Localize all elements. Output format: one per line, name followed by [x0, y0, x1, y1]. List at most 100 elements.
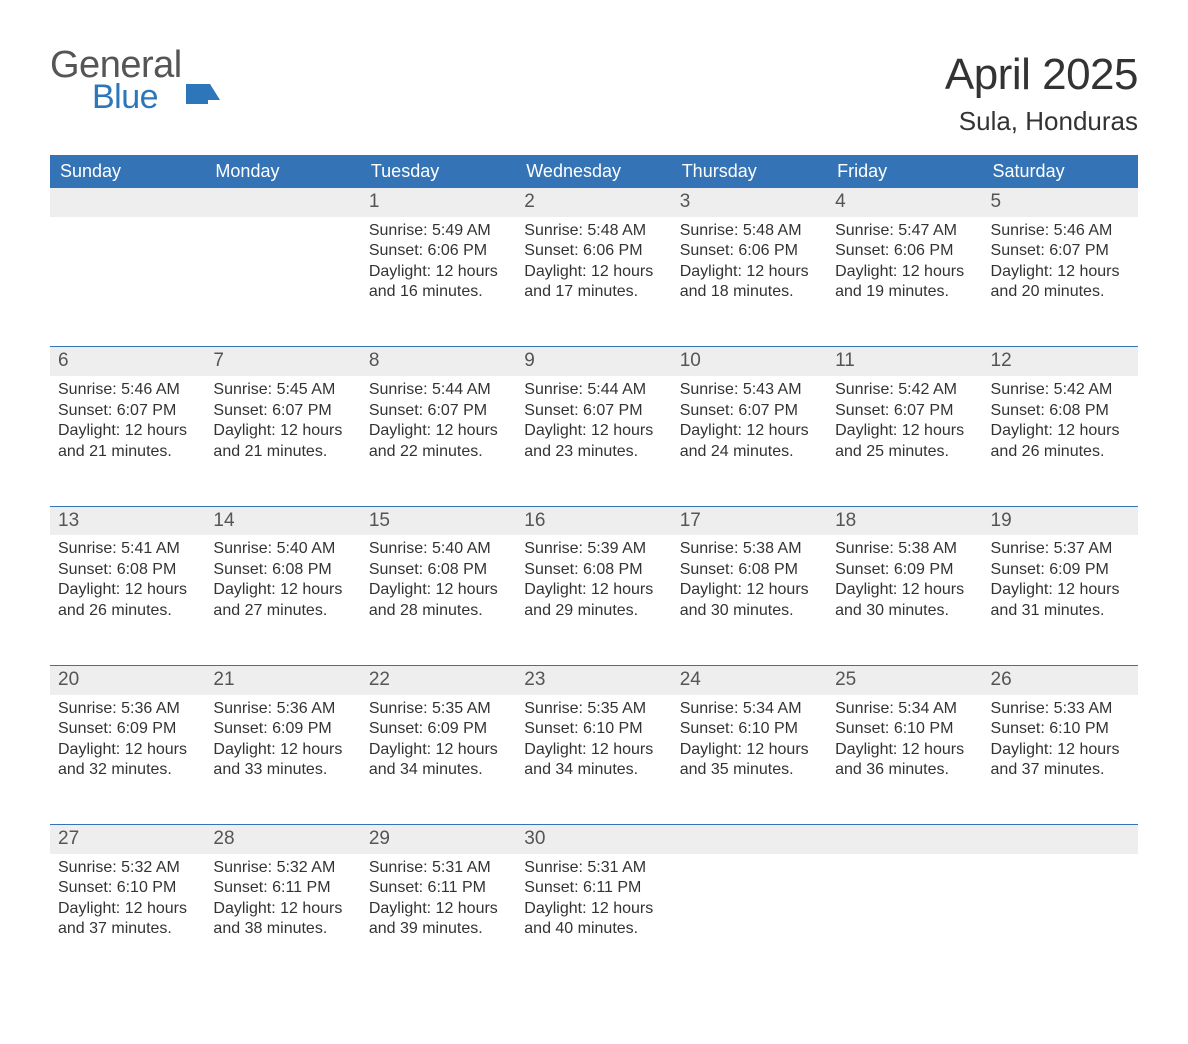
daylight-line: Daylight: 12 hours and 40 minutes.	[524, 899, 663, 940]
day-cell: Sunrise: 5:44 AMSunset: 6:07 PMDaylight:…	[516, 376, 671, 474]
day-header: Monday	[205, 155, 360, 188]
sunrise-line: Sunrise: 5:34 AM	[835, 699, 974, 719]
day-cell: Sunrise: 5:42 AMSunset: 6:07 PMDaylight:…	[827, 376, 982, 474]
daylight-line: Daylight: 12 hours and 24 minutes.	[680, 421, 819, 462]
day-number-row: 6789101112	[50, 347, 1138, 376]
sunset-line: Sunset: 6:07 PM	[369, 401, 508, 421]
sunrise-line: Sunrise: 5:32 AM	[58, 858, 197, 878]
sunset-line: Sunset: 6:07 PM	[58, 401, 197, 421]
day-number: 30	[516, 825, 671, 854]
sunrise-line: Sunrise: 5:43 AM	[680, 380, 819, 400]
sunset-line: Sunset: 6:09 PM	[213, 719, 352, 739]
month-title: April 2025	[945, 50, 1138, 100]
day-cell: Sunrise: 5:45 AMSunset: 6:07 PMDaylight:…	[205, 376, 360, 474]
sunrise-line: Sunrise: 5:36 AM	[213, 699, 352, 719]
day-number-empty	[672, 825, 827, 854]
sunrise-line: Sunrise: 5:46 AM	[991, 221, 1130, 241]
day-number: 3	[672, 188, 827, 217]
sunset-line: Sunset: 6:11 PM	[524, 878, 663, 898]
daylight-line: Daylight: 12 hours and 16 minutes.	[369, 262, 508, 303]
day-cell: Sunrise: 5:46 AMSunset: 6:07 PMDaylight:…	[983, 217, 1138, 315]
sunset-line: Sunset: 6:08 PM	[524, 560, 663, 580]
day-number-empty	[983, 825, 1138, 854]
day-number: 26	[983, 666, 1138, 695]
daylight-line: Daylight: 12 hours and 31 minutes.	[991, 580, 1130, 621]
sunset-line: Sunset: 6:09 PM	[991, 560, 1130, 580]
sunrise-line: Sunrise: 5:48 AM	[524, 221, 663, 241]
day-body-row: Sunrise: 5:32 AMSunset: 6:10 PMDaylight:…	[50, 854, 1138, 984]
location-label: Sula, Honduras	[945, 106, 1138, 137]
sunset-line: Sunset: 6:08 PM	[369, 560, 508, 580]
day-cell: Sunrise: 5:49 AMSunset: 6:06 PMDaylight:…	[361, 217, 516, 315]
sunset-line: Sunset: 6:07 PM	[213, 401, 352, 421]
day-number: 22	[361, 666, 516, 695]
sunrise-line: Sunrise: 5:39 AM	[524, 539, 663, 559]
page-header: General Blue April 2025 Sula, Honduras	[50, 50, 1138, 137]
day-number: 11	[827, 347, 982, 376]
day-cell: Sunrise: 5:34 AMSunset: 6:10 PMDaylight:…	[672, 695, 827, 793]
sunrise-line: Sunrise: 5:46 AM	[58, 380, 197, 400]
day-cell: Sunrise: 5:40 AMSunset: 6:08 PMDaylight:…	[205, 535, 360, 633]
day-number: 10	[672, 347, 827, 376]
daylight-line: Daylight: 12 hours and 33 minutes.	[213, 740, 352, 781]
sunset-line: Sunset: 6:06 PM	[835, 241, 974, 261]
daylight-line: Daylight: 12 hours and 18 minutes.	[680, 262, 819, 303]
daylight-line: Daylight: 12 hours and 26 minutes.	[991, 421, 1130, 462]
sunset-line: Sunset: 6:08 PM	[58, 560, 197, 580]
flag-icon	[186, 80, 220, 104]
sunrise-line: Sunrise: 5:40 AM	[213, 539, 352, 559]
day-number: 19	[983, 507, 1138, 536]
day-number: 12	[983, 347, 1138, 376]
day-header-row: Sunday Monday Tuesday Wednesday Thursday…	[50, 155, 1138, 188]
day-cell: Sunrise: 5:31 AMSunset: 6:11 PMDaylight:…	[516, 854, 671, 952]
daylight-line: Daylight: 12 hours and 38 minutes.	[213, 899, 352, 940]
day-number: 9	[516, 347, 671, 376]
sunset-line: Sunset: 6:07 PM	[835, 401, 974, 421]
sunrise-line: Sunrise: 5:42 AM	[991, 380, 1130, 400]
day-cell: Sunrise: 5:32 AMSunset: 6:11 PMDaylight:…	[205, 854, 360, 952]
daylight-line: Daylight: 12 hours and 37 minutes.	[991, 740, 1130, 781]
sunset-line: Sunset: 6:07 PM	[991, 241, 1130, 261]
day-header: Sunday	[50, 155, 205, 188]
daylight-line: Daylight: 12 hours and 25 minutes.	[835, 421, 974, 462]
daylight-line: Daylight: 12 hours and 30 minutes.	[680, 580, 819, 621]
sunrise-line: Sunrise: 5:31 AM	[524, 858, 663, 878]
day-number: 27	[50, 825, 205, 854]
sunrise-line: Sunrise: 5:32 AM	[213, 858, 352, 878]
daylight-line: Daylight: 12 hours and 19 minutes.	[835, 262, 974, 303]
sunrise-line: Sunrise: 5:47 AM	[835, 221, 974, 241]
daylight-line: Daylight: 12 hours and 17 minutes.	[524, 262, 663, 303]
day-cell: Sunrise: 5:37 AMSunset: 6:09 PMDaylight:…	[983, 535, 1138, 633]
day-number: 17	[672, 507, 827, 536]
day-number: 1	[361, 188, 516, 217]
sunset-line: Sunset: 6:11 PM	[369, 878, 508, 898]
day-number: 25	[827, 666, 982, 695]
calendar-body: 12345Sunrise: 5:49 AMSunset: 6:06 PMDayl…	[50, 188, 1138, 984]
day-number-empty	[50, 188, 205, 217]
sunrise-line: Sunrise: 5:34 AM	[680, 699, 819, 719]
day-number: 6	[50, 347, 205, 376]
day-cell: Sunrise: 5:36 AMSunset: 6:09 PMDaylight:…	[205, 695, 360, 793]
sunrise-line: Sunrise: 5:36 AM	[58, 699, 197, 719]
daylight-line: Daylight: 12 hours and 36 minutes.	[835, 740, 974, 781]
sunrise-line: Sunrise: 5:33 AM	[991, 699, 1130, 719]
sunset-line: Sunset: 6:08 PM	[213, 560, 352, 580]
day-number: 5	[983, 188, 1138, 217]
daylight-line: Daylight: 12 hours and 22 minutes.	[369, 421, 508, 462]
calendar-page: General Blue April 2025 Sula, Honduras S…	[0, 0, 1188, 1044]
sunrise-line: Sunrise: 5:35 AM	[524, 699, 663, 719]
sunrise-line: Sunrise: 5:45 AM	[213, 380, 352, 400]
daylight-line: Daylight: 12 hours and 39 minutes.	[369, 899, 508, 940]
sunrise-line: Sunrise: 5:35 AM	[369, 699, 508, 719]
day-number-empty	[205, 188, 360, 217]
sunset-line: Sunset: 6:11 PM	[213, 878, 352, 898]
day-number-row: 13141516171819	[50, 507, 1138, 536]
sunrise-line: Sunrise: 5:42 AM	[835, 380, 974, 400]
day-number-row: 20212223242526	[50, 666, 1138, 695]
day-cell: Sunrise: 5:44 AMSunset: 6:07 PMDaylight:…	[361, 376, 516, 474]
day-cell: Sunrise: 5:46 AMSunset: 6:07 PMDaylight:…	[50, 376, 205, 474]
daylight-line: Daylight: 12 hours and 21 minutes.	[58, 421, 197, 462]
day-header: Wednesday	[516, 155, 671, 188]
day-number: 14	[205, 507, 360, 536]
sunset-line: Sunset: 6:09 PM	[835, 560, 974, 580]
